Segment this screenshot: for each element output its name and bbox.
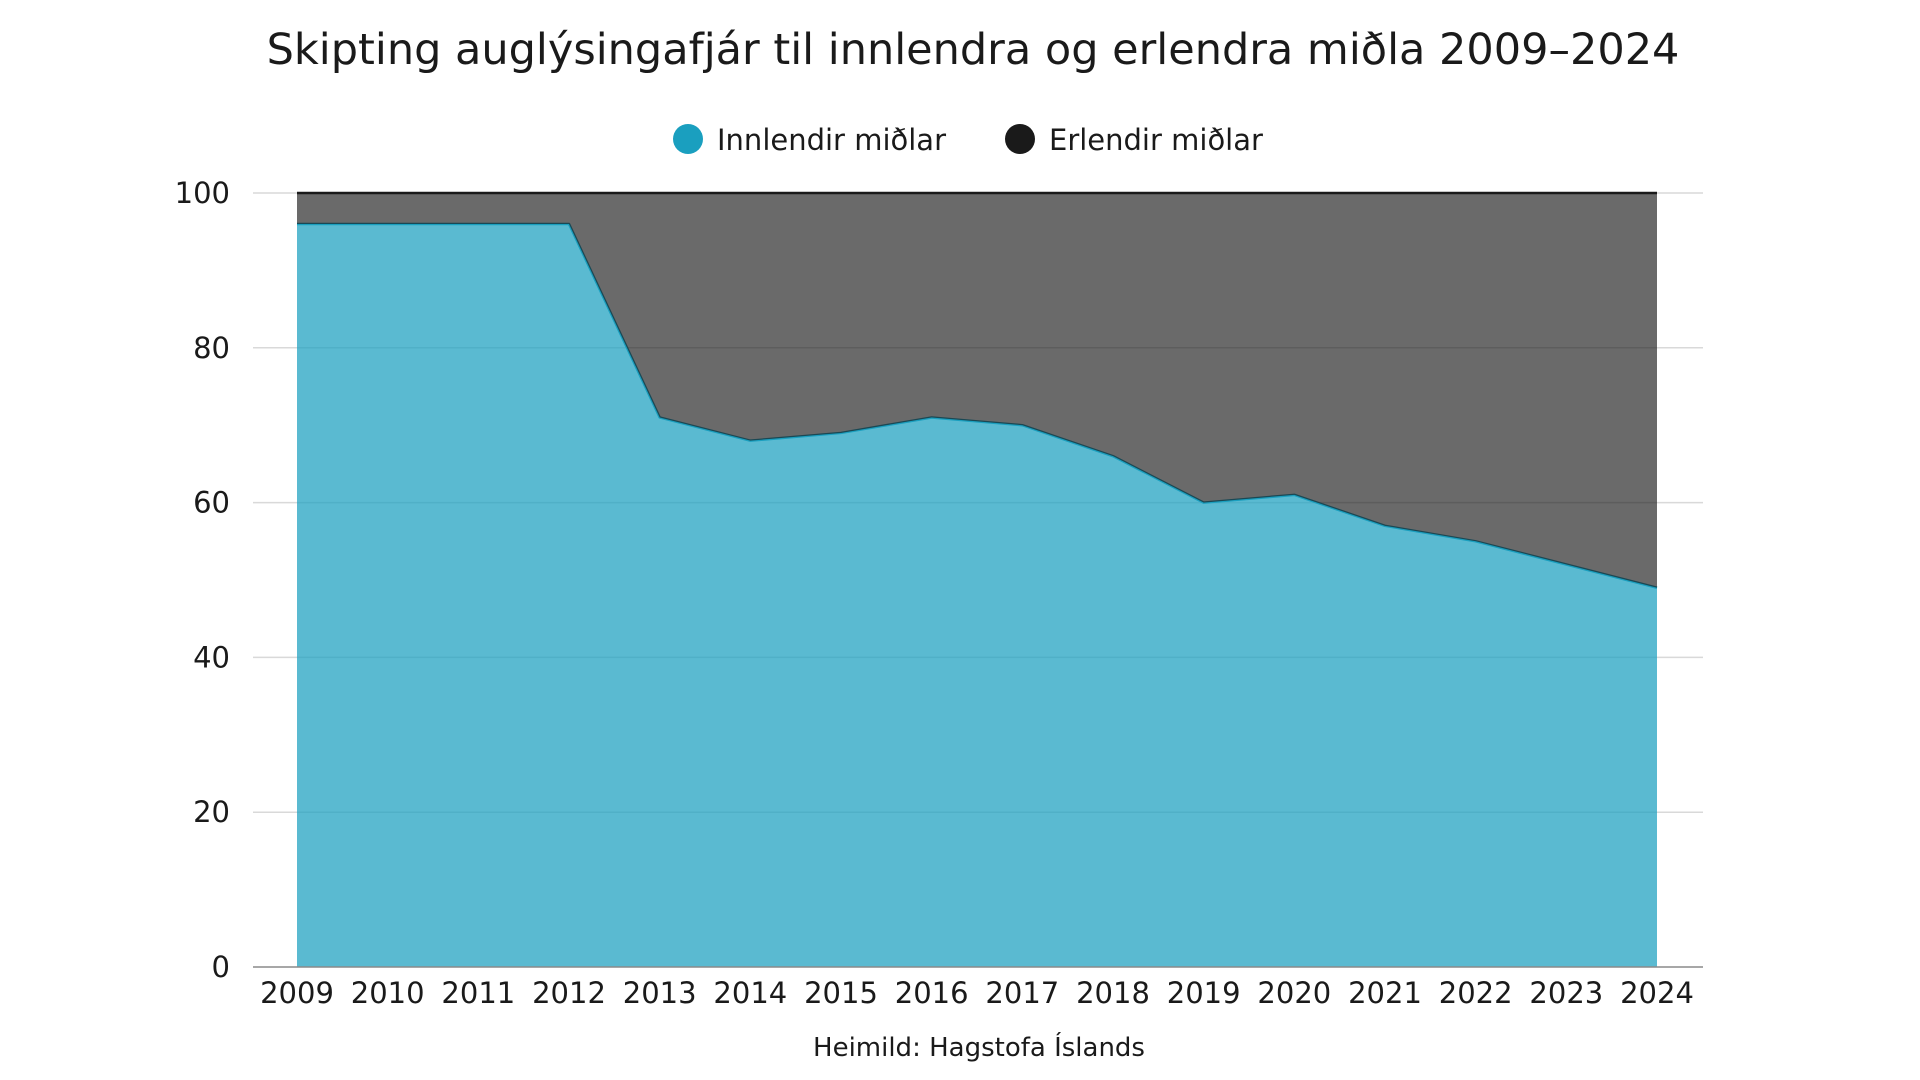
legend-item-innlendir: Innlendir miðlar bbox=[673, 123, 946, 157]
y-tick-label-80: 80 bbox=[193, 331, 230, 365]
area-innlendir bbox=[297, 223, 1657, 967]
y-tick-label-0: 0 bbox=[212, 950, 230, 984]
axes: 0 20 40 60 80 100 2009 2010 2011 2012 2013 2014 2015… bbox=[175, 176, 1703, 1010]
legend-swatch-innlendir bbox=[673, 124, 703, 154]
x-tick-label-2024: 2024 bbox=[1620, 976, 1694, 1010]
x-tick-label-2011: 2011 bbox=[441, 976, 515, 1010]
x-tick-label-2012: 2012 bbox=[532, 976, 606, 1010]
legend-label-erlendir: Erlendir miðlar bbox=[1049, 123, 1263, 157]
x-tick-label-2016: 2016 bbox=[895, 976, 969, 1010]
legend-item-erlendir: Erlendir miðlar bbox=[1005, 123, 1263, 157]
legend-label-innlendir: Innlendir miðlar bbox=[717, 123, 946, 157]
area-erlendir bbox=[297, 193, 1657, 588]
y-tick-label-20: 20 bbox=[193, 795, 230, 829]
source-note: Heimild: Hagstofa Íslands bbox=[813, 1031, 1145, 1063]
x-tick-label-2019: 2019 bbox=[1167, 976, 1241, 1010]
x-tick-label-2009: 2009 bbox=[260, 976, 334, 1010]
x-tick-label-2022: 2022 bbox=[1439, 976, 1513, 1010]
y-tick-label-60: 60 bbox=[193, 486, 230, 520]
y-tick-label-100: 100 bbox=[175, 176, 230, 210]
x-tick-label-2018: 2018 bbox=[1076, 976, 1150, 1010]
x-tick-label-2023: 2023 bbox=[1529, 976, 1603, 1010]
y-tick-label-40: 40 bbox=[193, 640, 230, 674]
x-tick-label-2010: 2010 bbox=[351, 976, 425, 1010]
legend-swatch-erlendir bbox=[1005, 124, 1035, 154]
x-tick-label-2021: 2021 bbox=[1348, 976, 1422, 1010]
x-tick-label-2015: 2015 bbox=[804, 976, 878, 1010]
plot-area bbox=[297, 191, 1658, 967]
x-tick-label-2017: 2017 bbox=[985, 976, 1059, 1010]
chart-title: Skipting auglýsingafjár til innlendra og… bbox=[267, 25, 1680, 75]
x-tick-label-2020: 2020 bbox=[1257, 976, 1331, 1010]
legend: Innlendir miðlar Erlendir miðlar bbox=[673, 123, 1263, 157]
x-tick-label-2013: 2013 bbox=[623, 976, 697, 1010]
x-tick-label-2014: 2014 bbox=[713, 976, 787, 1010]
